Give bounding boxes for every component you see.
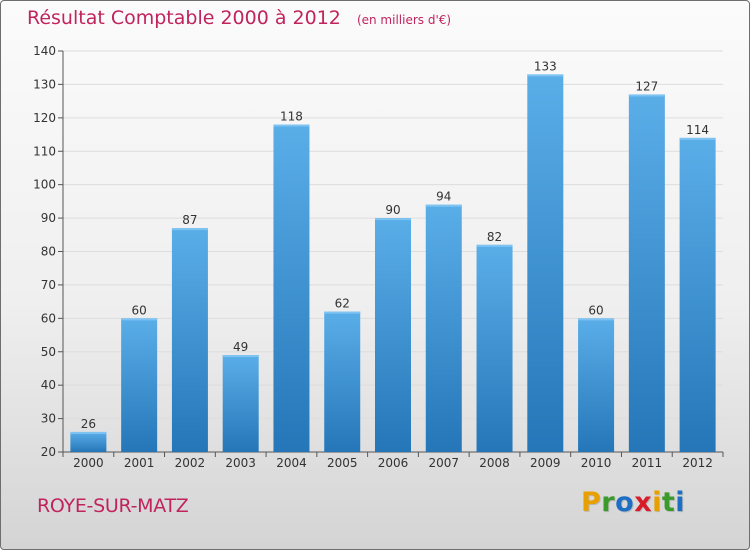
bar-2003 bbox=[222, 355, 259, 452]
bar-top-edge-2004 bbox=[273, 124, 310, 127]
bar-top-edge-2000 bbox=[70, 431, 107, 434]
x-tick-label-2002: 2002 bbox=[175, 456, 206, 470]
x-tick-label-2012: 2012 bbox=[682, 456, 713, 470]
data-label-2001: 60 bbox=[132, 303, 147, 317]
bar-2010 bbox=[578, 318, 615, 452]
y-tick-label: 20 bbox=[41, 445, 56, 459]
y-tick-label: 50 bbox=[41, 345, 56, 359]
y-tick-label: 120 bbox=[33, 111, 56, 125]
logo-letter: o bbox=[615, 487, 635, 518]
bar-top-edge-2011 bbox=[628, 94, 665, 97]
bar-2012 bbox=[679, 137, 716, 452]
y-tick-label: 40 bbox=[41, 378, 56, 392]
x-tick-label-2009: 2009 bbox=[530, 456, 561, 470]
logo-letter: t bbox=[661, 487, 676, 518]
data-label-2003: 49 bbox=[233, 340, 248, 354]
data-label-2006: 90 bbox=[385, 203, 400, 217]
data-label-2010: 60 bbox=[588, 303, 603, 317]
bar-2002 bbox=[171, 228, 208, 452]
x-tick-label-2011: 2011 bbox=[632, 456, 663, 470]
data-label-2004: 118 bbox=[280, 110, 303, 124]
data-label-2009: 133 bbox=[534, 59, 557, 73]
y-tick-label: 130 bbox=[33, 77, 56, 91]
logo-letter: i bbox=[675, 487, 686, 518]
y-tick-label: 30 bbox=[41, 412, 56, 426]
y-tick-label: 110 bbox=[33, 144, 56, 158]
bar-2008 bbox=[476, 244, 513, 452]
x-tick-label-2003: 2003 bbox=[225, 456, 256, 470]
logo-letter: x bbox=[634, 487, 653, 518]
y-axis-ticks: 20 30 40 50 60 70 80 90 100 110 120 130 140 bbox=[33, 44, 63, 459]
bar-2001 bbox=[121, 318, 158, 452]
bar-top-edge-2001 bbox=[121, 318, 158, 321]
bar-2007 bbox=[425, 204, 462, 452]
bar-top-edge-2009 bbox=[527, 74, 564, 77]
data-labels: 26 60 87 49 118 62 90 94 82 133 60 127 114 bbox=[81, 59, 709, 431]
x-tick-label-2006: 2006 bbox=[378, 456, 409, 470]
bar-top-edge-2012 bbox=[679, 137, 716, 140]
x-tick-label-2000: 2000 bbox=[73, 456, 104, 470]
y-tick-label: 80 bbox=[41, 245, 56, 259]
title-unit: (en milliers d'€) bbox=[356, 13, 452, 27]
y-tick-label: 140 bbox=[33, 44, 56, 58]
x-tick-label-2008: 2008 bbox=[479, 456, 510, 470]
logo-letter: P bbox=[581, 487, 602, 518]
commune-name: ROYE-SUR-MATZ bbox=[37, 495, 189, 517]
x-tick-label-2005: 2005 bbox=[327, 456, 358, 470]
x-tick-label-2004: 2004 bbox=[276, 456, 307, 470]
bar-top-edge-2003 bbox=[222, 355, 259, 358]
data-label-2005: 62 bbox=[335, 297, 350, 311]
bar-top-edge-2006 bbox=[375, 218, 411, 221]
title-text: Résultat Comptable 2000 à 2012 bbox=[27, 7, 341, 29]
x-tick-label-2010: 2010 bbox=[581, 456, 612, 470]
data-label-2000: 26 bbox=[81, 417, 96, 431]
y-tick-label: 70 bbox=[41, 278, 56, 292]
x-tick-label-2001: 2001 bbox=[124, 456, 155, 470]
bars bbox=[70, 74, 716, 453]
y-tick-label: 90 bbox=[41, 211, 56, 225]
logo-letter: r bbox=[601, 487, 616, 518]
bar-2006 bbox=[375, 218, 411, 452]
data-label-2008: 82 bbox=[487, 230, 502, 244]
bar-2009 bbox=[527, 74, 564, 453]
logo-letter: i bbox=[652, 487, 662, 518]
bar-top-edge-2008 bbox=[476, 244, 513, 247]
bar-top-edge-2002 bbox=[171, 228, 208, 231]
data-label-2002: 87 bbox=[182, 213, 197, 227]
y-tick-label: 100 bbox=[33, 178, 56, 192]
x-tick-label-2007: 2007 bbox=[428, 456, 459, 470]
proxiti-logo: Proxiti bbox=[581, 487, 685, 518]
bar-2000 bbox=[70, 431, 107, 452]
bar-top-edge-2005 bbox=[324, 311, 361, 314]
y-tick-label: 60 bbox=[41, 311, 56, 325]
data-label-2007: 94 bbox=[436, 190, 451, 204]
data-label-2011: 127 bbox=[635, 79, 658, 93]
bar-2004 bbox=[273, 124, 310, 453]
bar-top-edge-2010 bbox=[578, 318, 615, 321]
bar-2005 bbox=[324, 311, 361, 452]
chart-title: Résultat Comptable 2000 à 2012 (en milli… bbox=[27, 7, 451, 29]
x-axis-ticks: 2000 2001 2002 2003 2004 2005 2006 2007 2008 2009… bbox=[62, 452, 724, 470]
bar-2011 bbox=[628, 94, 665, 453]
data-label-2012: 114 bbox=[686, 123, 709, 137]
bar-top-edge-2007 bbox=[425, 204, 462, 207]
